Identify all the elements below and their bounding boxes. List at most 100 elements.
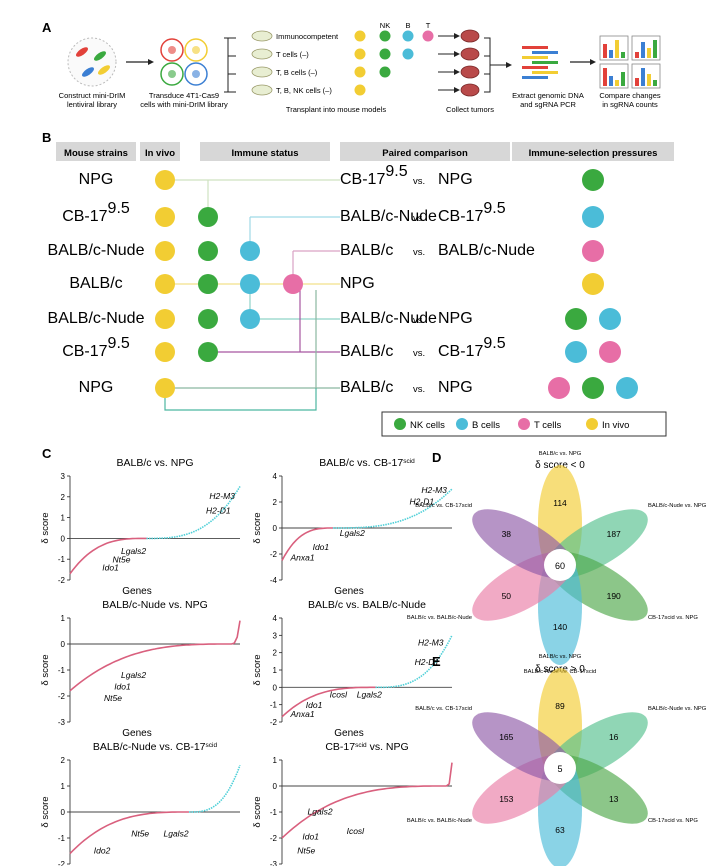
comparison-label: BALB/c9.5 — [340, 379, 393, 396]
status-dot — [198, 241, 218, 261]
status-dot — [402, 30, 414, 42]
tumor-icon — [460, 29, 480, 43]
pressure-dot — [582, 377, 604, 399]
mini-bar — [609, 50, 613, 58]
status-dot — [155, 378, 175, 398]
venn-petal-label: BALB/c vs. BALB/c-Nude — [407, 818, 472, 824]
nucleus-icon — [168, 70, 176, 78]
mini-bar — [653, 80, 657, 86]
y-tick-label: 4 — [273, 472, 278, 481]
status-dot — [379, 66, 391, 78]
nucleus-icon — [192, 46, 200, 54]
venn-petal-label: BALB/c vs. CB-17scid — [415, 706, 472, 712]
nucleus-icon — [192, 70, 200, 78]
mini-bar — [653, 40, 657, 58]
nucleus-icon — [168, 46, 176, 54]
y-tick-label: 0 — [273, 782, 278, 791]
venn-petal-value: 50 — [502, 591, 512, 601]
status-dot — [155, 241, 175, 261]
legend-label: B cells — [472, 420, 500, 431]
gene-label: Ido2 — [94, 846, 111, 856]
mini-bar — [621, 72, 625, 86]
venn-petal-label: CB-17scid vs. NPG — [648, 615, 698, 621]
gene-label: Lgals2 — [164, 829, 189, 839]
y-tick-label: -2 — [270, 718, 278, 727]
pressure-dot — [565, 341, 587, 363]
y-tick-label: 2 — [273, 649, 278, 658]
gene-label: Ido1 — [114, 682, 131, 692]
status-dot — [198, 207, 218, 227]
gene-label: H2-D1 — [206, 505, 231, 515]
y-tick-label: -3 — [270, 860, 278, 866]
gene-label: H2-M3 — [418, 638, 444, 648]
y-tick-label: 0 — [273, 683, 278, 692]
comparison-label: NPG9.5 — [438, 171, 473, 188]
status-dot — [155, 274, 175, 294]
venn-petal-value: 89 — [555, 701, 565, 711]
gene-label: Nt5e — [104, 693, 122, 703]
legend-label: In vivo — [602, 420, 629, 431]
vs-label: vs. — [413, 176, 425, 187]
gene-label: Nt5e — [113, 554, 131, 564]
status-dot — [354, 48, 366, 60]
comparison-label: BALB/c-Nude9.5 — [340, 310, 437, 327]
y-tick-label: 0 — [273, 524, 278, 533]
panelE-label: E — [432, 654, 441, 669]
arrowhead — [454, 33, 460, 39]
venn-petal-value: 63 — [555, 825, 565, 835]
positive-curve — [333, 488, 453, 529]
pressure-dot — [548, 377, 570, 399]
status-dot — [379, 30, 391, 42]
panel-c-label: C — [42, 446, 52, 461]
plasmid-icon — [76, 47, 88, 57]
status-dot — [422, 30, 434, 42]
pressure-dot — [582, 240, 604, 262]
header-label: Paired comparison — [382, 148, 468, 159]
header-label: Immune status — [231, 148, 298, 159]
comparison-label: BALB/c-Nude9.5 — [340, 208, 437, 225]
arrowhead — [506, 62, 512, 68]
comparison-label: BALB/c-Nude9.5 — [438, 242, 535, 259]
panel-c: C BALB/c vs. NPG 3 2 1 0 -1 -2 δ score Genes H2-M3… — [40, 446, 453, 866]
mini-bar — [603, 68, 607, 86]
venn-petal-value: 190 — [607, 591, 621, 601]
gene-label: Ido1 — [102, 563, 119, 573]
strain-label: CB-179.5 — [62, 335, 130, 361]
subplot-title: BALB/c-Nude vs. NPG — [102, 599, 208, 611]
gene-label: Nt5e — [131, 829, 149, 839]
y-tick-label: -4 — [270, 576, 278, 585]
venn-petal-label: BALB/c vs. NPG — [539, 451, 582, 457]
arrowhead — [454, 87, 460, 93]
header-cell — [200, 142, 330, 161]
venn-center-value: 60 — [555, 561, 565, 571]
model-label: T cells (–) — [276, 50, 309, 59]
mouse-icon — [251, 84, 273, 96]
y-tick-label: 2 — [61, 493, 66, 502]
legend-label: T cells — [534, 420, 562, 431]
gene-label: Anxa1 — [290, 709, 315, 719]
dna-band — [532, 51, 558, 54]
x-axis-label: Genes — [334, 728, 363, 739]
positive-curve — [146, 485, 241, 540]
y-axis-label: δ score — [252, 796, 263, 827]
venn-petal-value: 187 — [607, 529, 621, 539]
positive-curve — [189, 764, 241, 813]
step-label: in sgRNA counts — [602, 100, 658, 109]
plasmid-icon — [82, 67, 94, 77]
header-cell — [340, 142, 510, 161]
positive-curve — [375, 634, 453, 689]
comparison-label: NPG9.5 — [438, 310, 473, 327]
x-axis-label: Genes — [122, 728, 151, 739]
subplot-title: BALB/c-Nude vs. CB-17scid — [93, 741, 218, 753]
y-axis-label: δ score — [40, 796, 51, 827]
cell-header: T — [426, 21, 431, 30]
y-axis-label: δ score — [252, 512, 263, 543]
step-label: Construct mini-DrIM — [59, 91, 126, 100]
arrowhead — [148, 59, 154, 65]
status-dot — [155, 309, 175, 329]
subplot: BALB/c vs. CB-17scid 4 2 0 -2 -4 δ score Genes H… — [252, 457, 453, 597]
mini-bar — [647, 74, 651, 86]
pressure-dot — [565, 308, 587, 330]
y-tick-label: -2 — [270, 550, 278, 559]
venn-center — [544, 752, 576, 784]
